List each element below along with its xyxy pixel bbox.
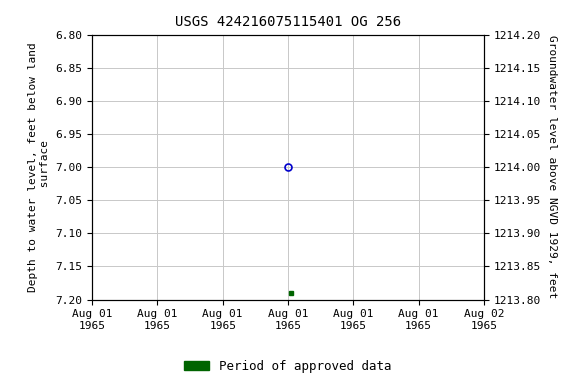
Y-axis label: Depth to water level, feet below land
 surface: Depth to water level, feet below land su…: [28, 42, 50, 292]
Legend: Period of approved data: Period of approved data: [179, 355, 397, 378]
Y-axis label: Groundwater level above NGVD 1929, feet: Groundwater level above NGVD 1929, feet: [547, 35, 558, 299]
Title: USGS 424216075115401 OG 256: USGS 424216075115401 OG 256: [175, 15, 401, 29]
